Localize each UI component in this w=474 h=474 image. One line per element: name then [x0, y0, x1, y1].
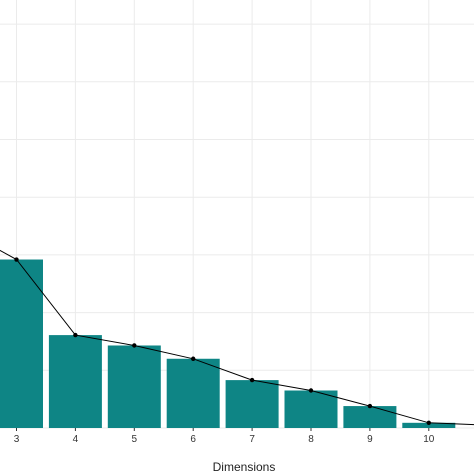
trend-point — [14, 257, 19, 262]
trend-point — [308, 388, 314, 393]
trend-point — [132, 343, 137, 348]
trend-line-layer — [0, 249, 474, 426]
bar — [107, 345, 161, 428]
trend-point — [367, 403, 373, 409]
trend-point — [191, 356, 196, 361]
bars — [0, 259, 456, 428]
trend-points — [14, 257, 431, 426]
trend-point — [249, 377, 255, 383]
trend-point — [73, 332, 78, 338]
x-tick-label: 5 — [132, 434, 138, 445]
bar — [225, 380, 279, 428]
x-tick-label: 9 — [367, 434, 373, 445]
bar — [0, 259, 43, 428]
bar — [48, 335, 102, 428]
x-axis-title: Dimensions — [213, 460, 276, 474]
trend-point — [426, 420, 431, 426]
trend-line — [0, 249, 474, 426]
bar — [284, 390, 338, 428]
bar — [343, 406, 397, 428]
x-tick-label: 10 — [423, 434, 435, 445]
x-tick-label: 6 — [190, 434, 196, 445]
x-tick-label: 7 — [249, 434, 255, 445]
x-tick-label: 8 — [308, 434, 314, 445]
gridlines — [0, 0, 474, 429]
x-axis-ticks: 3 4 5 6 7 8 9 10 — [14, 428, 435, 445]
bar — [402, 422, 456, 428]
bar — [166, 358, 220, 428]
x-tick-label: 3 — [14, 434, 20, 445]
x-tick-label: 4 — [73, 434, 79, 445]
